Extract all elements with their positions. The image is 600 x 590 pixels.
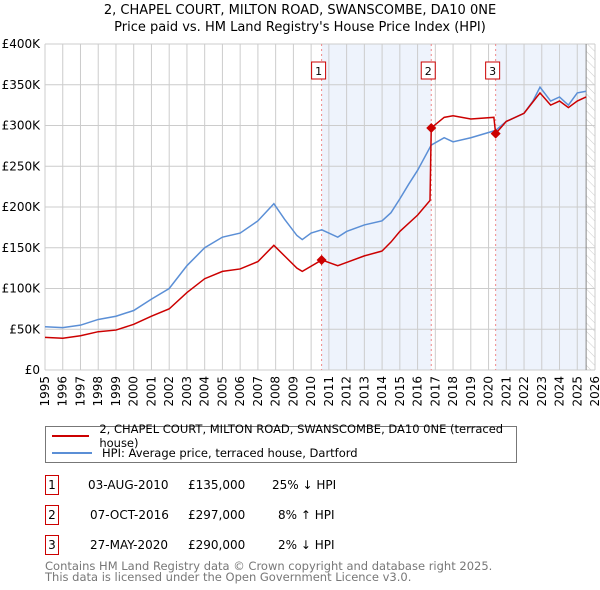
sale-price: £297,000 bbox=[188, 508, 246, 522]
x-tick-label: 1996 bbox=[56, 376, 70, 407]
x-tick-label: 2024 bbox=[553, 376, 567, 407]
x-tick-label: 2025 bbox=[570, 376, 584, 407]
y-tick-label: £400K bbox=[2, 37, 42, 51]
x-tick-label: 2021 bbox=[499, 376, 513, 407]
sale-hpi: 2% ↓ HPI bbox=[278, 538, 335, 552]
sale-price: £135,000 bbox=[188, 478, 246, 492]
series-line bbox=[44, 91, 587, 339]
y-tick-label: £100K bbox=[2, 282, 42, 296]
sale-point bbox=[316, 254, 327, 265]
footer-copyright: Contains HM Land Registry data © Crown c… bbox=[45, 559, 493, 573]
x-tick-label: 2007 bbox=[251, 376, 265, 407]
y-tick-label: £50K bbox=[9, 322, 41, 336]
sale-marker-3: 3 bbox=[45, 535, 59, 555]
sale-date: 27-MAY-2020 bbox=[90, 538, 169, 552]
sale-date: 03-AUG-2010 bbox=[88, 478, 169, 492]
x-tick-label: 2004 bbox=[198, 376, 212, 407]
x-tick-label: 2009 bbox=[286, 376, 300, 407]
y-tick-label: £250K bbox=[2, 159, 42, 173]
x-tick-label: 1998 bbox=[91, 376, 105, 407]
footer-licence: This data is licensed under the Open Gov… bbox=[45, 570, 412, 584]
legend-label-property: 2, CHAPEL COURT, MILTON ROAD, SWANSCOMBE… bbox=[99, 422, 504, 450]
sale-point bbox=[490, 128, 501, 139]
x-tick-label: 2008 bbox=[269, 376, 283, 407]
sale-row: 3 27-MAY-2020 £290,000 2% ↓ HPI bbox=[45, 535, 545, 555]
y-tick-label: £150K bbox=[2, 241, 42, 255]
x-tick-label: 1995 bbox=[38, 376, 52, 407]
sale-label: 2 bbox=[425, 65, 432, 78]
sale-marker-1: 1 bbox=[45, 475, 59, 495]
sale-marker-2: 2 bbox=[45, 505, 59, 525]
x-tick-label: 1999 bbox=[109, 376, 123, 407]
sale-label: 3 bbox=[489, 65, 496, 78]
legend-blue-line bbox=[52, 452, 92, 454]
sale-hpi: 25% ↓ HPI bbox=[272, 478, 337, 492]
x-tick-label: 2023 bbox=[535, 376, 549, 407]
chart-subtitle: Price paid vs. HM Land Registry's House … bbox=[114, 20, 486, 35]
y-tick-label: £0 bbox=[25, 363, 40, 377]
y-tick-label: £200K bbox=[2, 200, 42, 214]
sale-hpi: 8% ↑ HPI bbox=[278, 508, 335, 522]
legend-red-line bbox=[52, 435, 90, 437]
sale-date: 07-OCT-2016 bbox=[90, 508, 169, 522]
sale-point bbox=[426, 122, 437, 133]
x-tick-label: 2011 bbox=[322, 376, 336, 407]
sale-price: £290,000 bbox=[188, 538, 246, 552]
sale-label-box bbox=[420, 61, 436, 80]
x-tick-label: 2016 bbox=[411, 376, 425, 407]
legend-label-hpi: HPI: Average price, terraced house, Dart… bbox=[102, 446, 358, 460]
x-tick-label: 2015 bbox=[393, 376, 407, 407]
x-tick-label: 2013 bbox=[357, 376, 371, 407]
y-tick-label: £350K bbox=[2, 78, 42, 92]
x-tick-label: 2001 bbox=[144, 376, 158, 407]
chart-title: 2, CHAPEL COURT, MILTON ROAD, SWANSCOMBE… bbox=[103, 3, 497, 18]
x-tick-label: 2006 bbox=[233, 376, 247, 407]
x-tick-label: 2012 bbox=[340, 376, 354, 407]
sale-label-box bbox=[485, 61, 501, 80]
x-tick-label: 2018 bbox=[446, 376, 460, 407]
x-tick-label: 2014 bbox=[375, 376, 389, 407]
x-tick-label: 2005 bbox=[215, 376, 229, 407]
x-tick-label: 2022 bbox=[517, 376, 531, 407]
x-tick-label: 2019 bbox=[464, 376, 478, 407]
x-tick-label: 1997 bbox=[73, 376, 87, 407]
x-tick-label: 2003 bbox=[180, 376, 194, 407]
x-tick-label: 2026 bbox=[588, 376, 600, 407]
x-tick-label: 2002 bbox=[162, 376, 176, 407]
x-tick-label: 2020 bbox=[482, 376, 496, 407]
sale-row: 2 07-OCT-2016 £297,000 8% ↑ HPI bbox=[45, 505, 545, 525]
x-tick-label: 2017 bbox=[428, 376, 442, 407]
y-tick-label: £300K bbox=[2, 119, 42, 133]
sale-label: 1 bbox=[315, 65, 322, 78]
sale-label-box bbox=[311, 61, 327, 80]
x-tick-label: 2010 bbox=[304, 376, 318, 407]
legend: 2, CHAPEL COURT, MILTON ROAD, SWANSCOMBE… bbox=[45, 422, 517, 463]
x-tick-label: 2000 bbox=[127, 376, 141, 407]
sale-row: 1 03-AUG-2010 £135,000 25% ↓ HPI bbox=[45, 475, 545, 495]
price-chart: 1995 1996 1997 1998 1999 2000 2001 2002 2003 2004… bbox=[2, 37, 600, 407]
